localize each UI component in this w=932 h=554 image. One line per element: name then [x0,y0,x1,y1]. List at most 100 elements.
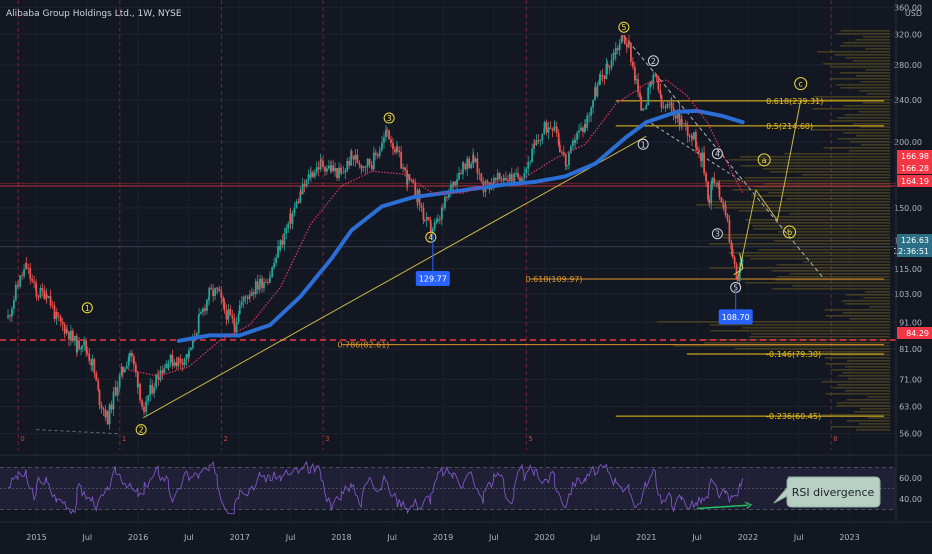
volume-profile-bar [862,102,890,104]
candle-body [674,115,677,119]
candle-body [229,309,232,316]
candle-body [529,162,532,164]
volume-profile-bar [853,123,890,125]
candle-body [599,74,602,80]
rsi-axis-tick-label: 40.00 [899,495,922,504]
volume-profile-bar [813,96,890,98]
candle-body [252,292,255,295]
volume-profile-bar [758,249,890,251]
candle-body [301,184,304,195]
candle-body [701,152,704,162]
candle-body [472,154,475,163]
candle-body [380,147,383,152]
y-axis-tick-label: 63.00 [899,403,922,412]
candle-body [208,287,211,298]
candle-body [386,129,389,131]
candle-body [642,108,645,111]
volume-profile-bar [723,234,890,236]
candle-body [535,140,538,145]
candle-body [574,140,577,143]
volume-profile-bar [751,195,890,197]
candle-body [686,124,689,136]
rsi-divergence-callout-box [773,476,881,508]
candle-body [431,228,434,233]
candle-body [157,377,160,380]
candle-body [41,287,44,291]
candle-body [167,362,170,368]
candle-body [118,375,121,388]
candle-body [549,127,552,129]
price-tag-label: 12:36:51 [893,247,929,256]
candle-body [244,296,247,298]
candle-body [222,297,225,303]
volume-profile-bar [745,219,890,221]
candle-body [161,370,164,374]
fib-level-label: 0.618(239.31) [766,97,823,106]
candle-body [195,333,198,338]
candle-body [383,137,385,143]
candle-body [523,173,526,178]
candle-body [352,155,355,160]
candle-body [608,67,611,69]
volume-profile-bar [774,279,890,281]
candle-body [720,197,723,203]
candle-body [12,299,15,309]
candle-body [372,152,375,170]
volume-profile-bar [859,90,890,92]
candle-body [508,174,511,182]
candle-body [388,130,390,140]
wave-circle [711,228,723,240]
candle-body [385,129,387,138]
candle-body [435,220,438,223]
candle-body [303,184,306,186]
candle-body [9,315,11,317]
volume-profile-bar [759,162,890,164]
candle-body [476,158,479,174]
candle-body [364,166,367,168]
candle-body [655,73,658,77]
candle-body [45,293,48,298]
candle-body [134,364,137,373]
candle-body [736,279,739,281]
candle-body [153,387,156,394]
candle-body [106,411,109,425]
volume-profile-bar [708,243,890,245]
volume-profile-bar [829,78,890,80]
volume-profile-bar [710,330,890,332]
price-tag-label: 166.98 [901,152,929,161]
candle-body [645,105,648,109]
candle-body [513,173,516,184]
candle-body [392,142,394,150]
cycle-marker-label: 0 [20,435,24,443]
candle-body [730,242,733,250]
candle-body [324,166,326,172]
candle-body [647,87,650,106]
candle-body [293,207,296,214]
candle-body [354,154,357,160]
candle-body [348,160,351,166]
volume-profile-bar [836,405,890,407]
candle-body [705,173,707,182]
candle-body [206,299,208,311]
wave-label-minor: 1 [641,140,646,149]
candle-body [139,383,141,401]
cycle-marker-label: 3 [325,435,329,443]
candle-body [91,359,94,366]
candle-body [81,345,84,348]
candle-body [21,275,24,277]
candle-body [191,336,194,348]
callout-box [415,270,450,286]
candle-body [259,278,261,286]
candle-body [654,73,657,75]
candle-body [376,154,379,157]
candle-body [340,172,343,174]
candle-body [543,121,546,129]
candle-body [713,177,716,183]
candle-body [43,290,46,299]
volume-profile-bar [838,375,890,377]
candle-body [368,158,371,165]
candle-body [718,185,721,198]
candle-body [486,180,489,183]
